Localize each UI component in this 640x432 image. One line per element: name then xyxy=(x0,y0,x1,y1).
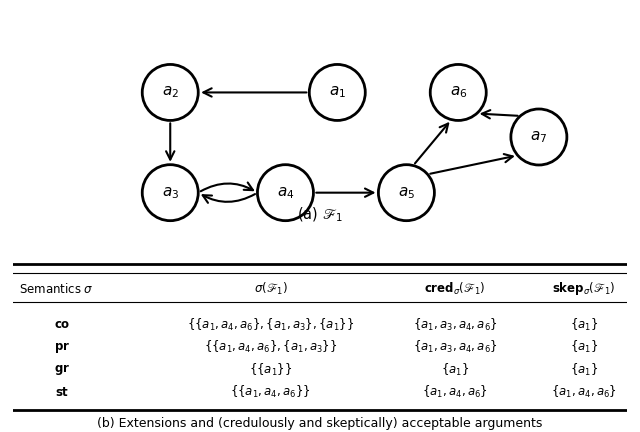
Ellipse shape xyxy=(257,165,314,221)
Text: Semantics $\sigma$: Semantics $\sigma$ xyxy=(19,282,93,295)
Text: $\{\{a_1\}\}$: $\{\{a_1\}\}$ xyxy=(249,362,292,378)
Text: $\{a_1,a_4,a_6\}$: $\{a_1,a_4,a_6\}$ xyxy=(551,384,617,400)
Ellipse shape xyxy=(142,165,198,221)
Ellipse shape xyxy=(430,64,486,121)
FancyArrowPatch shape xyxy=(166,123,175,159)
Ellipse shape xyxy=(309,64,365,121)
Text: $\{a_1\}$: $\{a_1\}$ xyxy=(570,362,598,378)
Text: $\mathbf{st}$: $\mathbf{st}$ xyxy=(55,386,69,399)
FancyArrowPatch shape xyxy=(430,154,513,174)
Text: $a_{7}$: $a_{7}$ xyxy=(531,129,547,145)
Text: $a_{1}$: $a_{1}$ xyxy=(329,85,346,100)
FancyArrowPatch shape xyxy=(204,88,307,97)
Ellipse shape xyxy=(511,109,567,165)
FancyArrowPatch shape xyxy=(201,182,253,191)
Text: $\mathbf{gr}$: $\mathbf{gr}$ xyxy=(54,362,70,377)
Text: $\sigma(\mathscr{F}_1)$: $\sigma(\mathscr{F}_1)$ xyxy=(254,280,288,297)
Text: $\{\{a_1,a_4,a_6\},\{a_1,a_3\}\}$: $\{\{a_1,a_4,a_6\},\{a_1,a_3\}\}$ xyxy=(204,339,337,356)
Text: $a_{6}$: $a_{6}$ xyxy=(449,85,467,100)
Text: $\{a_1,a_3,a_4,a_6\}$: $\{a_1,a_3,a_4,a_6\}$ xyxy=(413,339,497,356)
Ellipse shape xyxy=(378,165,435,221)
Text: $a_{3}$: $a_{3}$ xyxy=(162,185,179,200)
Text: $\{a_1\}$: $\{a_1\}$ xyxy=(441,362,469,378)
Text: $\{\{a_1,a_4,a_6\},\{a_1,a_3\},\{a_1\}\}$: $\{\{a_1,a_4,a_6\},\{a_1,a_3\},\{a_1\}\}… xyxy=(188,317,355,333)
Text: $a_{5}$: $a_{5}$ xyxy=(398,185,415,200)
FancyArrowPatch shape xyxy=(316,188,373,197)
Ellipse shape xyxy=(142,64,198,121)
Text: (a) $\mathscr{F}_1$: (a) $\mathscr{F}_1$ xyxy=(297,206,343,224)
FancyArrowPatch shape xyxy=(203,194,255,203)
Text: $\{a_1,a_4,a_6\}$: $\{a_1,a_4,a_6\}$ xyxy=(422,384,488,400)
Text: $\mathbf{skep}_{\sigma}(\mathscr{F}_1)$: $\mathbf{skep}_{\sigma}(\mathscr{F}_1)$ xyxy=(552,280,616,297)
Text: $a_{2}$: $a_{2}$ xyxy=(162,85,179,100)
FancyArrowPatch shape xyxy=(415,124,448,163)
Text: $\{\{a_1,a_4,a_6\}\}$: $\{\{a_1,a_4,a_6\}\}$ xyxy=(230,384,311,400)
Text: (b) Extensions and (credulously and skeptically) acceptable arguments: (b) Extensions and (credulously and skep… xyxy=(97,417,543,430)
Text: $\{a_1\}$: $\{a_1\}$ xyxy=(570,317,598,333)
Text: $\{a_1,a_3,a_4,a_6\}$: $\{a_1,a_3,a_4,a_6\}$ xyxy=(413,317,497,333)
Text: $\{a_1\}$: $\{a_1\}$ xyxy=(570,339,598,356)
Text: $\mathbf{co}$: $\mathbf{co}$ xyxy=(54,318,70,331)
Text: $\mathbf{cred}_{\sigma}(\mathscr{F}_1)$: $\mathbf{cred}_{\sigma}(\mathscr{F}_1)$ xyxy=(424,280,486,297)
FancyArrowPatch shape xyxy=(482,110,518,118)
Text: $a_{4}$: $a_{4}$ xyxy=(276,185,294,200)
Text: $\mathbf{pr}$: $\mathbf{pr}$ xyxy=(54,340,70,355)
